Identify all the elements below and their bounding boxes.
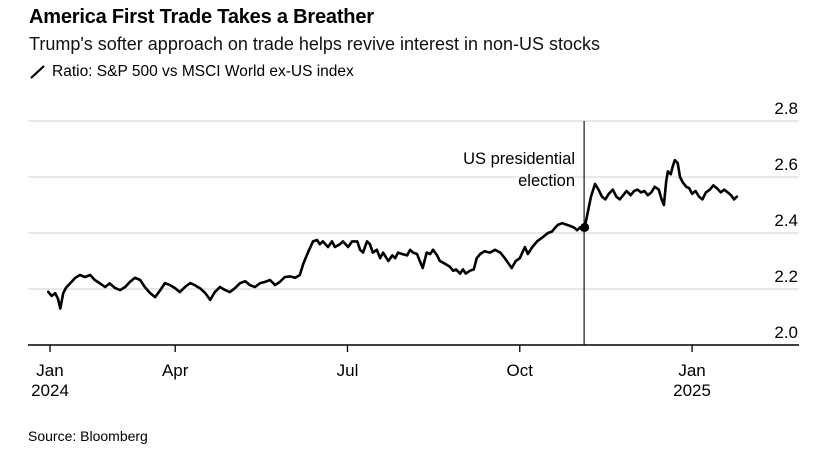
y-tick-label: 2.6 [774, 155, 798, 174]
x-tick-label: Jan [678, 361, 705, 380]
y-tick-label: 2.0 [774, 323, 798, 342]
source-note: Source: Bloomberg [28, 428, 148, 444]
x-tick-label: Jan [36, 361, 63, 380]
y-tick-label: 2.2 [774, 267, 798, 286]
x-tick-label: Jul [337, 361, 359, 380]
chart-subtitle: Trump's softer approach on trade helps r… [29, 34, 601, 54]
x-tick-year-label: 2025 [673, 381, 711, 400]
event-dot [580, 222, 590, 232]
page-title: America First Trade Takes a Breather [29, 6, 374, 28]
ratio-series-line [46, 158, 739, 310]
legend-label: Ratio: S&P 500 vs MSCI World ex-US index [52, 63, 354, 80]
x-tick-label: Apr [162, 361, 189, 380]
y-tick-label: 2.8 [774, 99, 798, 118]
event-annotation-line1: US presidential [463, 150, 575, 168]
event-annotation-line2: election [518, 172, 575, 190]
x-tick-year-label: 2024 [31, 381, 69, 400]
y-tick-label: 2.4 [774, 211, 798, 230]
x-tick-label: Oct [507, 361, 534, 380]
event-annotation: US presidential election [463, 148, 575, 192]
chart-legend: Ratio: S&P 500 vs MSCI World ex-US index [30, 63, 354, 81]
trend-line-swatch-icon [30, 65, 45, 79]
